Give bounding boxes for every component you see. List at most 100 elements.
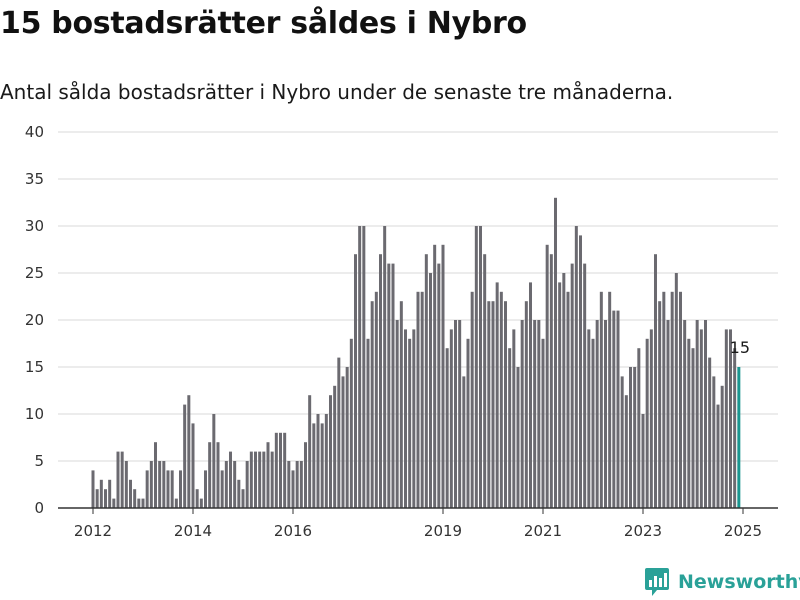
bar (483, 254, 487, 508)
bar (245, 461, 249, 508)
bar (466, 338, 470, 508)
bar (337, 357, 341, 508)
x-tick-label: 2019 (424, 522, 462, 540)
bar (533, 320, 537, 508)
bar (124, 461, 128, 508)
bar (583, 263, 587, 508)
bar (95, 489, 99, 508)
bar (149, 461, 153, 508)
bar (291, 470, 295, 508)
bar (633, 367, 637, 508)
bar (395, 320, 399, 508)
brand-logo[interactable]: Newsworthy (644, 567, 800, 597)
bar (362, 226, 366, 508)
bar (229, 451, 232, 508)
bar (504, 301, 507, 508)
y-tick-label: 25 (25, 264, 44, 282)
bar (462, 376, 466, 508)
bar (495, 282, 499, 508)
chart-subtitle: Antal sålda bostadsrätter i Nybro under … (0, 80, 674, 104)
bar (474, 226, 478, 508)
bar (624, 395, 628, 508)
bar (308, 395, 312, 508)
bar (329, 395, 332, 508)
bar (449, 329, 453, 508)
bar (704, 320, 707, 508)
bar (320, 423, 324, 508)
bar (574, 226, 578, 508)
brand-name: Newsworthy (678, 571, 800, 593)
bar (716, 404, 720, 508)
bar (304, 442, 307, 508)
bar (524, 301, 528, 508)
x-tick-label: 2014 (174, 522, 212, 540)
bar (674, 273, 678, 508)
bar (349, 338, 353, 508)
bar (166, 470, 170, 508)
bar (162, 461, 166, 508)
bar (137, 498, 141, 508)
bar (733, 348, 737, 508)
bar (499, 291, 503, 508)
bar (416, 291, 420, 508)
bar (616, 310, 620, 508)
bar (237, 479, 241, 508)
bar (683, 320, 687, 508)
bar (387, 263, 391, 508)
x-tick-label: 2012 (74, 522, 112, 540)
bar (208, 442, 212, 508)
bar (324, 414, 328, 508)
highlight-bar (737, 367, 741, 508)
bar (595, 320, 599, 508)
bar (612, 310, 616, 508)
bar (645, 338, 649, 508)
bar (91, 470, 95, 508)
bar (187, 395, 191, 508)
bar (99, 479, 103, 508)
bar (637, 348, 641, 508)
bar (133, 489, 137, 508)
bar (687, 338, 691, 508)
bar (404, 329, 407, 508)
bar (512, 329, 516, 508)
bar (529, 282, 532, 508)
bar (191, 423, 195, 508)
bar (579, 235, 582, 508)
bar (412, 329, 416, 508)
x-tick-label: 2016 (274, 522, 312, 540)
bar (712, 376, 716, 508)
bar (195, 489, 199, 508)
bar (266, 442, 270, 508)
bar (104, 489, 107, 508)
bar (649, 329, 653, 508)
bar (383, 226, 387, 508)
bar (379, 254, 382, 508)
bar (316, 414, 320, 508)
bar (599, 291, 603, 508)
bar (620, 376, 624, 508)
bar (170, 470, 174, 508)
bar (129, 479, 132, 508)
y-tick-label: 10 (25, 405, 44, 423)
bar (454, 320, 457, 508)
bar (408, 338, 412, 508)
bar (591, 338, 595, 508)
bar (154, 442, 157, 508)
bar (562, 273, 566, 508)
bar (670, 291, 674, 508)
bar (274, 432, 278, 508)
bar (108, 479, 112, 508)
y-tick-label: 20 (25, 311, 44, 329)
bar (470, 291, 474, 508)
bar (695, 320, 699, 508)
bar (508, 348, 512, 508)
bar (204, 470, 207, 508)
chart-title: 15 bostadsrätter såldes i Nybro (0, 6, 527, 41)
x-tick-label: 2023 (624, 522, 662, 540)
bar (370, 301, 374, 508)
bar (691, 348, 695, 508)
bar (145, 470, 149, 508)
bar (666, 320, 670, 508)
bar (270, 451, 274, 508)
bar (699, 329, 703, 508)
